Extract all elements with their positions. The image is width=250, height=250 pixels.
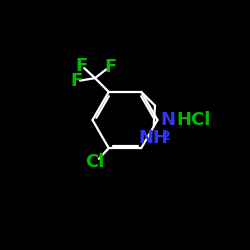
Text: F: F [104,58,116,76]
Text: Cl: Cl [85,153,105,171]
Text: N: N [160,111,176,129]
Text: F: F [75,56,88,74]
Text: NH: NH [139,128,169,146]
Text: HCl: HCl [176,111,210,129]
Text: F: F [70,72,82,90]
Text: 2: 2 [162,130,171,143]
